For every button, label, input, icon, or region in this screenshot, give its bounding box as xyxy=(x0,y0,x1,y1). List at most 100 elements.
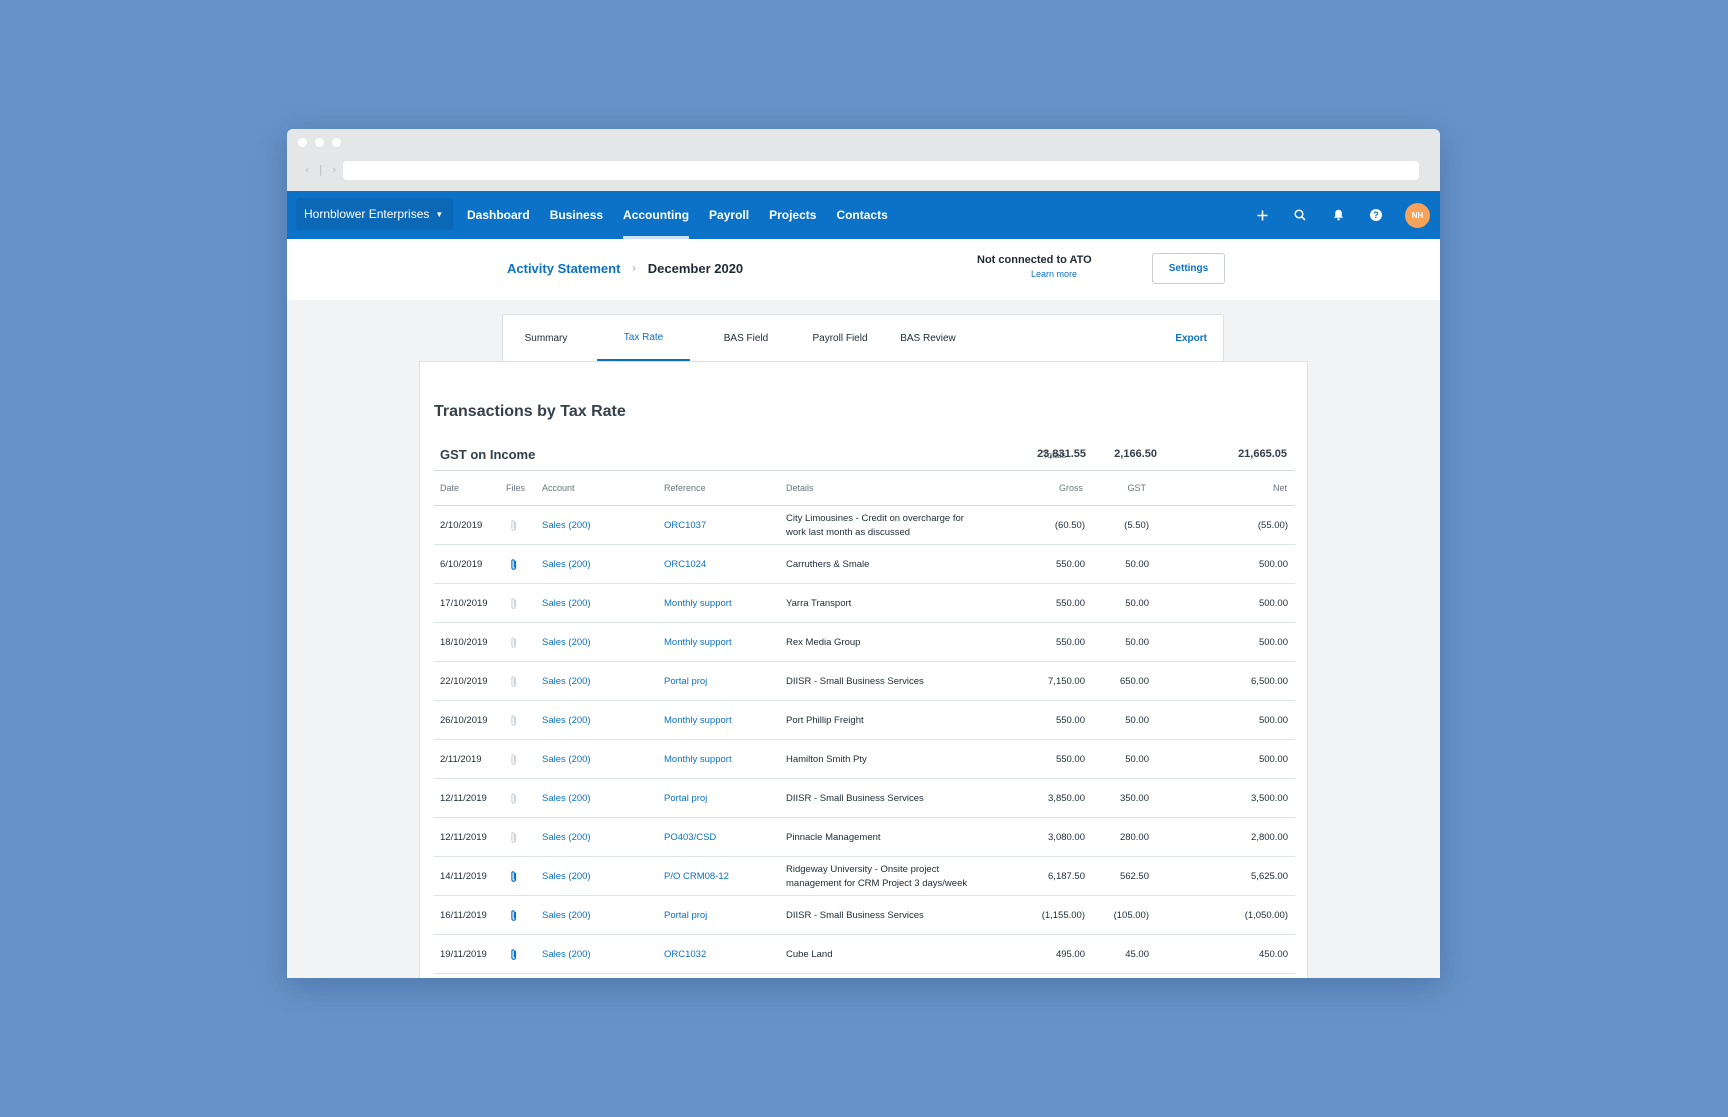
row-gst: 50.00 xyxy=(1125,559,1149,570)
row-account-link[interactable]: Sales (200) xyxy=(542,871,591,882)
nav-contacts[interactable]: Contacts xyxy=(836,208,888,222)
table-row[interactable]: 6/10/2019 Sales (200) ORC1024 Carruthers & … xyxy=(434,545,1295,584)
row-reference-link[interactable]: Monthly support xyxy=(664,637,732,648)
row-reference-link[interactable]: Portal proj xyxy=(664,793,708,804)
row-details: Pinnacle Management xyxy=(786,831,881,843)
avatar[interactable]: NH xyxy=(1405,202,1430,228)
window-controls xyxy=(298,138,341,147)
row-reference-link[interactable]: Portal proj xyxy=(664,910,708,921)
maximize-window-dot[interactable] xyxy=(332,138,341,147)
bell-icon[interactable] xyxy=(1327,204,1349,226)
nav-payroll[interactable]: Payroll xyxy=(709,208,750,222)
attachment-icon xyxy=(508,779,520,818)
close-window-dot[interactable] xyxy=(298,138,307,147)
breadcrumb: Activity Statement › December 2020 xyxy=(507,261,743,276)
row-account-link[interactable]: Sales (200) xyxy=(542,637,591,648)
row-reference-link[interactable]: PO403/CSD xyxy=(664,832,717,843)
row-gross: 550.00 xyxy=(1055,598,1085,609)
row-gross: 550.00 xyxy=(1055,637,1085,648)
row-account-link[interactable]: Sales (200) xyxy=(542,520,591,531)
row-reference-link[interactable]: ORC1037 xyxy=(664,520,707,531)
row-net: 450.00 xyxy=(1258,949,1288,960)
row-gst: (5.50) xyxy=(1124,520,1149,531)
table-row[interactable]: 14/11/2019 Sales (200) P/O CRM08-12 Ridgewa… xyxy=(434,857,1295,896)
row-account-link[interactable]: Sales (200) xyxy=(542,793,591,804)
tab-payroll-field[interactable]: Payroll Field xyxy=(812,332,868,344)
settings-button[interactable]: Settings xyxy=(1152,253,1225,284)
col-gross[interactable]: Gross xyxy=(1058,483,1083,493)
page-title: December 2020 xyxy=(647,261,744,276)
col-date[interactable]: Date xyxy=(440,483,460,493)
row-reference-link[interactable]: Monthly support xyxy=(664,598,732,609)
browser-nav-arrows-icon[interactable]: ‹ | › xyxy=(305,163,340,176)
nav-projects[interactable]: Projects xyxy=(769,208,817,222)
attachment-icon[interactable] xyxy=(508,545,520,584)
row-account-link[interactable]: Sales (200) xyxy=(542,910,591,921)
row-net: 6,500.00 xyxy=(1251,676,1288,687)
table-header: Date Files Account Reference Details Gro… xyxy=(434,471,1295,506)
row-gross: 550.00 xyxy=(1055,754,1085,765)
row-date: 6/10/2019 xyxy=(440,559,483,570)
row-gst: 350.00 xyxy=(1119,793,1149,804)
table-row[interactable]: 2/10/2019 Sales (200) ORC1037 City Limousin… xyxy=(434,506,1295,545)
attachment-icon xyxy=(508,584,520,623)
row-account-link[interactable]: Sales (200) xyxy=(542,832,591,843)
table-row[interactable]: 17/10/2019 Sales (200) Monthly support Yarr… xyxy=(434,584,1295,623)
row-reference-link[interactable]: Monthly support xyxy=(664,715,732,726)
table-row[interactable]: 12/11/2019 Sales (200) PO403/CSD Pinnacle M… xyxy=(434,818,1295,857)
row-account-link[interactable]: Sales (200) xyxy=(542,754,591,765)
nav-business[interactable]: Business xyxy=(549,208,604,222)
tab-summary[interactable]: Summary xyxy=(524,332,568,344)
table-row[interactable]: 16/11/2019 Sales (200) Portal proj DIISR - … xyxy=(434,896,1295,935)
export-button[interactable]: Export xyxy=(1175,333,1207,344)
attachment-icon[interactable] xyxy=(508,935,520,974)
plus-icon[interactable] xyxy=(1251,204,1273,226)
row-reference-link[interactable]: ORC1024 xyxy=(664,559,707,570)
row-gross: 495.00 xyxy=(1055,949,1085,960)
row-date: 19/11/2019 xyxy=(440,949,487,960)
col-account[interactable]: Account xyxy=(542,483,575,493)
row-account-link[interactable]: Sales (200) xyxy=(542,676,591,687)
row-account-link[interactable]: Sales (200) xyxy=(542,559,591,570)
tab-bas-review[interactable]: BAS Review xyxy=(900,332,956,344)
row-gross: 3,080.00 xyxy=(1048,832,1085,843)
learn-more-link[interactable]: Learn more xyxy=(1030,269,1077,279)
attachment-icon[interactable] xyxy=(508,857,520,896)
attachment-icon xyxy=(508,662,520,701)
help-glyph: ? xyxy=(1370,209,1382,221)
row-gross: 550.00 xyxy=(1055,559,1085,570)
row-reference-link[interactable]: Portal proj xyxy=(664,676,708,687)
row-details: Port Phillip Freight xyxy=(786,714,864,726)
table-row[interactable]: 2/11/2019 Sales (200) Monthly support Hamil… xyxy=(434,740,1295,779)
row-gst: 50.00 xyxy=(1125,598,1149,609)
tab-bas-field[interactable]: BAS Field xyxy=(723,332,769,344)
row-date: 14/11/2019 xyxy=(440,871,487,882)
row-reference-link[interactable]: Monthly support xyxy=(664,754,732,765)
breadcrumb-activity-statement[interactable]: Activity Statement xyxy=(507,261,621,276)
col-gst[interactable]: GST xyxy=(1127,483,1146,493)
row-account-link[interactable]: Sales (200) xyxy=(542,715,591,726)
table-row[interactable]: 22/10/2019 Sales (200) Portal proj DIISR - … xyxy=(434,662,1295,701)
nav-dashboard[interactable]: Dashboard xyxy=(467,208,530,222)
col-net[interactable]: Net xyxy=(1272,483,1287,493)
row-account-link[interactable]: Sales (200) xyxy=(542,949,591,960)
col-reference[interactable]: Reference xyxy=(664,483,706,493)
row-net: 3,500.00 xyxy=(1251,793,1288,804)
attachment-icon[interactable] xyxy=(508,896,520,935)
row-date: 18/10/2019 xyxy=(440,637,488,648)
minimize-window-dot[interactable] xyxy=(315,138,324,147)
table-row[interactable]: 26/10/2019 Sales (200) Monthly support Port… xyxy=(434,701,1295,740)
address-bar[interactable] xyxy=(343,161,1419,180)
row-account-link[interactable]: Sales (200) xyxy=(542,598,591,609)
help-icon[interactable]: ? xyxy=(1365,204,1387,226)
org-switcher[interactable]: Hornblower Enterprises ▼ xyxy=(296,198,454,230)
table-row[interactable]: 19/11/2019 Sales (200) ORC1032 Cube Land 495… xyxy=(434,935,1295,974)
row-reference-link[interactable]: P/O CRM08-12 xyxy=(664,871,729,882)
table-row[interactable]: 18/10/2019 Sales (200) Monthly support Rex … xyxy=(434,623,1295,662)
nav-accounting[interactable]: Accounting xyxy=(613,191,699,239)
col-details[interactable]: Details xyxy=(786,483,814,493)
table-row[interactable]: 12/11/2019 Sales (200) Portal proj DIISR - … xyxy=(434,779,1295,818)
tab-tax-rate[interactable]: Tax Rate xyxy=(597,315,690,361)
row-reference-link[interactable]: ORC1032 xyxy=(664,949,707,960)
search-icon[interactable] xyxy=(1289,204,1311,226)
